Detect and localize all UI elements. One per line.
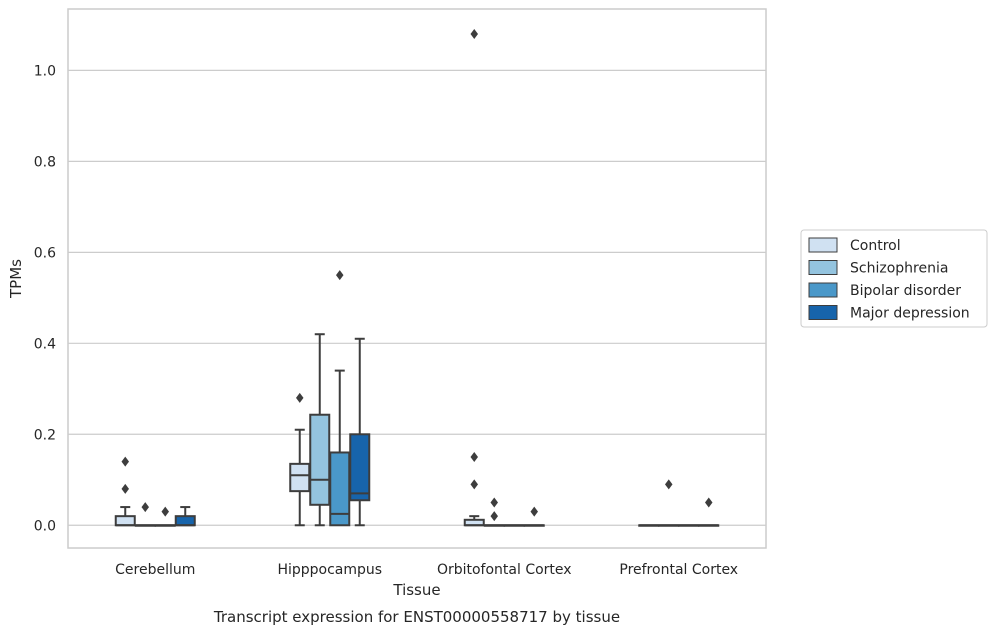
box xyxy=(309,333,331,527)
x-tick-label: Orbitofontal Cortex xyxy=(437,562,572,578)
outlier-point xyxy=(705,497,713,508)
box xyxy=(698,497,720,527)
box xyxy=(154,506,176,527)
box xyxy=(483,497,505,527)
box xyxy=(463,29,485,527)
outlier-point xyxy=(296,392,304,403)
box xyxy=(678,524,700,527)
outlier-point xyxy=(161,506,169,517)
y-axis-ticks: 0.0 0.2 0.4 0.6 0.8 1.0 xyxy=(34,63,56,534)
outlier-point xyxy=(490,511,498,522)
box-body xyxy=(349,433,371,502)
outlier-point xyxy=(665,479,673,490)
box xyxy=(658,479,680,527)
legend-swatch xyxy=(808,282,838,298)
box-body xyxy=(114,515,136,527)
outlier-point xyxy=(530,506,538,517)
outlier-point xyxy=(121,483,129,494)
box-plots xyxy=(114,29,720,527)
outlier-point xyxy=(336,270,344,281)
outlier-point xyxy=(470,479,478,490)
box xyxy=(174,506,196,527)
legend-label: Control xyxy=(850,238,901,254)
x-axis-ticks: Cerebellum Hipppocampus Orbitofontal Corte… xyxy=(115,562,738,578)
chart-caption: Transcript expression for ENST0000055871… xyxy=(213,608,620,626)
y-axis-label: TPMs xyxy=(7,259,25,299)
y-tick-label: 0.6 xyxy=(34,245,56,261)
box xyxy=(503,524,525,527)
x-tick-label: Cerebellum xyxy=(115,562,195,578)
gridlines xyxy=(68,69,766,526)
box xyxy=(349,337,371,527)
outlier-point xyxy=(141,502,149,513)
y-tick-label: 0.8 xyxy=(34,154,56,170)
y-tick-label: 0.4 xyxy=(34,336,56,352)
legend: Control Schizophrenia Bipolar disorder Majo… xyxy=(800,229,988,328)
box xyxy=(114,456,136,527)
legend-swatch xyxy=(808,260,838,275)
box xyxy=(134,502,156,527)
box-body xyxy=(174,515,196,527)
box xyxy=(638,524,660,527)
outlier-point xyxy=(470,452,478,463)
outlier-point xyxy=(470,29,478,40)
outlier-point xyxy=(490,497,498,508)
legend-label: Major depression xyxy=(850,306,970,322)
y-tick-label: 0.0 xyxy=(34,518,56,534)
x-tick-label: Prefrontal Cortex xyxy=(619,562,738,578)
box-body xyxy=(309,413,331,506)
y-tick-label: 1.0 xyxy=(34,63,56,79)
plot-area xyxy=(67,8,767,549)
x-tick-label: Hipppocampus xyxy=(277,562,382,578)
outlier-point xyxy=(121,456,129,467)
legend-label: Schizophrenia xyxy=(850,261,948,277)
box-body xyxy=(289,462,311,493)
x-axis-label: Tissue xyxy=(392,581,440,599)
legend-frame xyxy=(800,229,988,328)
legend-swatch xyxy=(808,305,838,320)
legend-swatch xyxy=(808,237,838,253)
y-tick-label: 0.2 xyxy=(34,427,56,443)
box xyxy=(523,506,545,527)
legend-label: Bipolar disorder xyxy=(850,283,961,299)
box xyxy=(329,270,351,527)
box xyxy=(289,392,311,527)
